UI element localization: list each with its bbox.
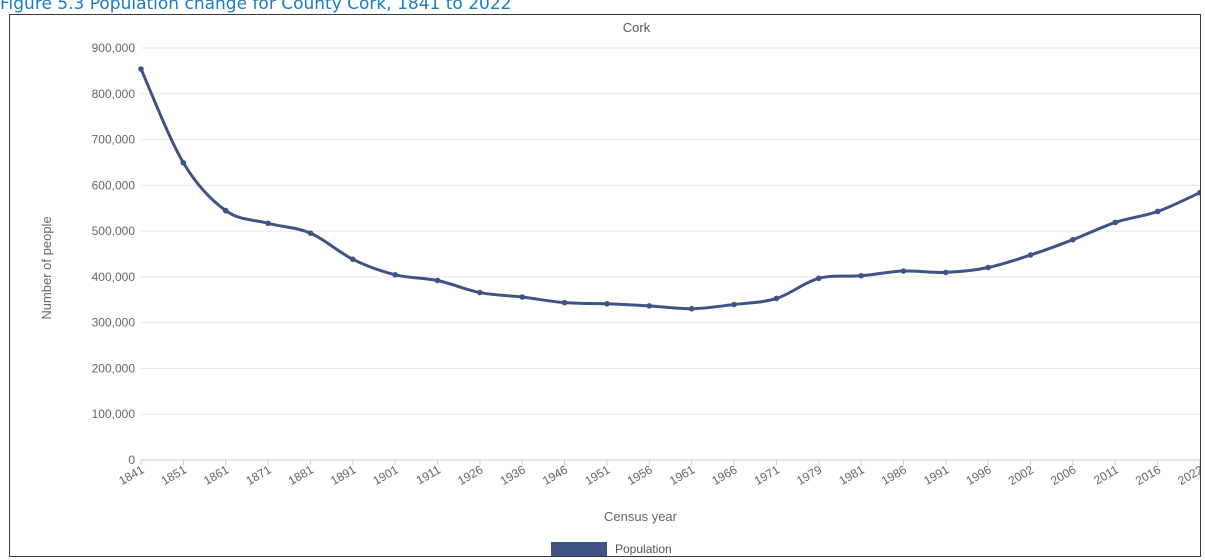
data-point-2011 — [1112, 219, 1119, 226]
data-point-1926 — [477, 289, 483, 296]
data-point-2022 — [1197, 189, 1200, 196]
data-point-2006 — [1070, 236, 1076, 243]
data-point-1966 — [731, 301, 737, 308]
data-point-1961 — [688, 305, 695, 312]
data-point-1851 — [180, 159, 187, 166]
x-tick-label: 1951 — [582, 462, 612, 488]
data-point-1881 — [307, 230, 314, 236]
data-point-1956 — [646, 303, 653, 309]
x-tick-label: 1911 — [414, 462, 444, 487]
data-point-1979 — [815, 275, 822, 282]
data-point-1946 — [561, 299, 568, 306]
data-point-1936 — [519, 294, 526, 300]
x-tick-label: 1871 — [243, 462, 273, 488]
data-point-1991 — [943, 269, 949, 276]
y-tick-label: 0 — [128, 453, 135, 467]
x-tick-label: 1946 — [540, 462, 570, 488]
series-line-population — [139, 68, 1200, 311]
x-tick-label: 1981 — [836, 462, 866, 488]
x-tick-label: 2011 — [1091, 462, 1121, 487]
data-point-2002 — [1027, 252, 1034, 258]
x-tick-label: 1861 — [201, 462, 231, 488]
y-tick-label: 500,000 — [92, 224, 136, 238]
data-point-1841 — [138, 66, 144, 72]
x-tick-label: 1851 — [159, 462, 189, 488]
x-tick-label: 1966 — [709, 462, 739, 488]
x-tick-label: 1991 — [921, 462, 951, 488]
x-tick-label: 2016 — [1133, 462, 1163, 488]
chart-frame: Cork 0 100,000 200,000 300,000 400,000 500,000… — [9, 14, 1201, 557]
y-tick-label: 200,000 — [92, 361, 136, 375]
x-tick-label: 1979 — [794, 462, 824, 488]
x-tick-label: 2002 — [1006, 462, 1036, 488]
x-tick-label: 1961 — [667, 462, 697, 488]
y-tick-label: 800,000 — [92, 87, 136, 101]
population-line-chart: Cork 0 100,000 200,000 300,000 400,000 500,000… — [39, 20, 1200, 556]
x-tick-label: 1926 — [455, 462, 485, 488]
y-axis-title: Number of people — [39, 216, 54, 319]
data-point-1871 — [265, 220, 271, 227]
data-point-2016 — [1154, 208, 1161, 215]
x-tick-label: 1936 — [498, 462, 528, 488]
data-point-1951 — [604, 300, 610, 307]
x-tick-label: 1986 — [879, 462, 909, 488]
x-axis-title: Census year — [604, 509, 678, 524]
data-point-1986 — [900, 268, 907, 274]
data-point-1901 — [392, 271, 398, 278]
data-point-1981 — [858, 272, 864, 279]
x-tick-label: 2022 — [1175, 462, 1200, 488]
x-tick-label: 1891 — [328, 462, 358, 488]
legend-swatch-population — [551, 542, 607, 556]
x-tick-label: 1841 — [116, 462, 146, 488]
y-tick-label: 900,000 — [92, 41, 136, 55]
data-point-1911 — [434, 277, 441, 284]
figure-caption: Figure 5.3 Population change for County … — [0, 0, 512, 14]
x-tick-label: 1996 — [964, 462, 994, 488]
data-point-1971 — [773, 295, 780, 302]
data-point-1996 — [985, 264, 991, 271]
legend-label-population: Population — [615, 542, 672, 556]
x-tick-label: 1971 — [752, 462, 782, 488]
x-tick-label: 2006 — [1048, 462, 1078, 488]
y-tick-label: 400,000 — [92, 270, 136, 284]
y-tick-label: 600,000 — [92, 178, 136, 192]
chart-title: Cork — [623, 20, 651, 35]
y-tick-label: 700,000 — [92, 133, 136, 147]
x-tick-label: 1956 — [625, 462, 655, 488]
y-tick-label: 100,000 — [92, 407, 136, 421]
x-tick-label: 1901 — [371, 462, 401, 488]
x-tick-label: 1881 — [286, 462, 316, 488]
y-tick-label: 300,000 — [92, 316, 136, 330]
data-point-1891 — [350, 256, 356, 263]
data-point-1861 — [222, 207, 229, 214]
